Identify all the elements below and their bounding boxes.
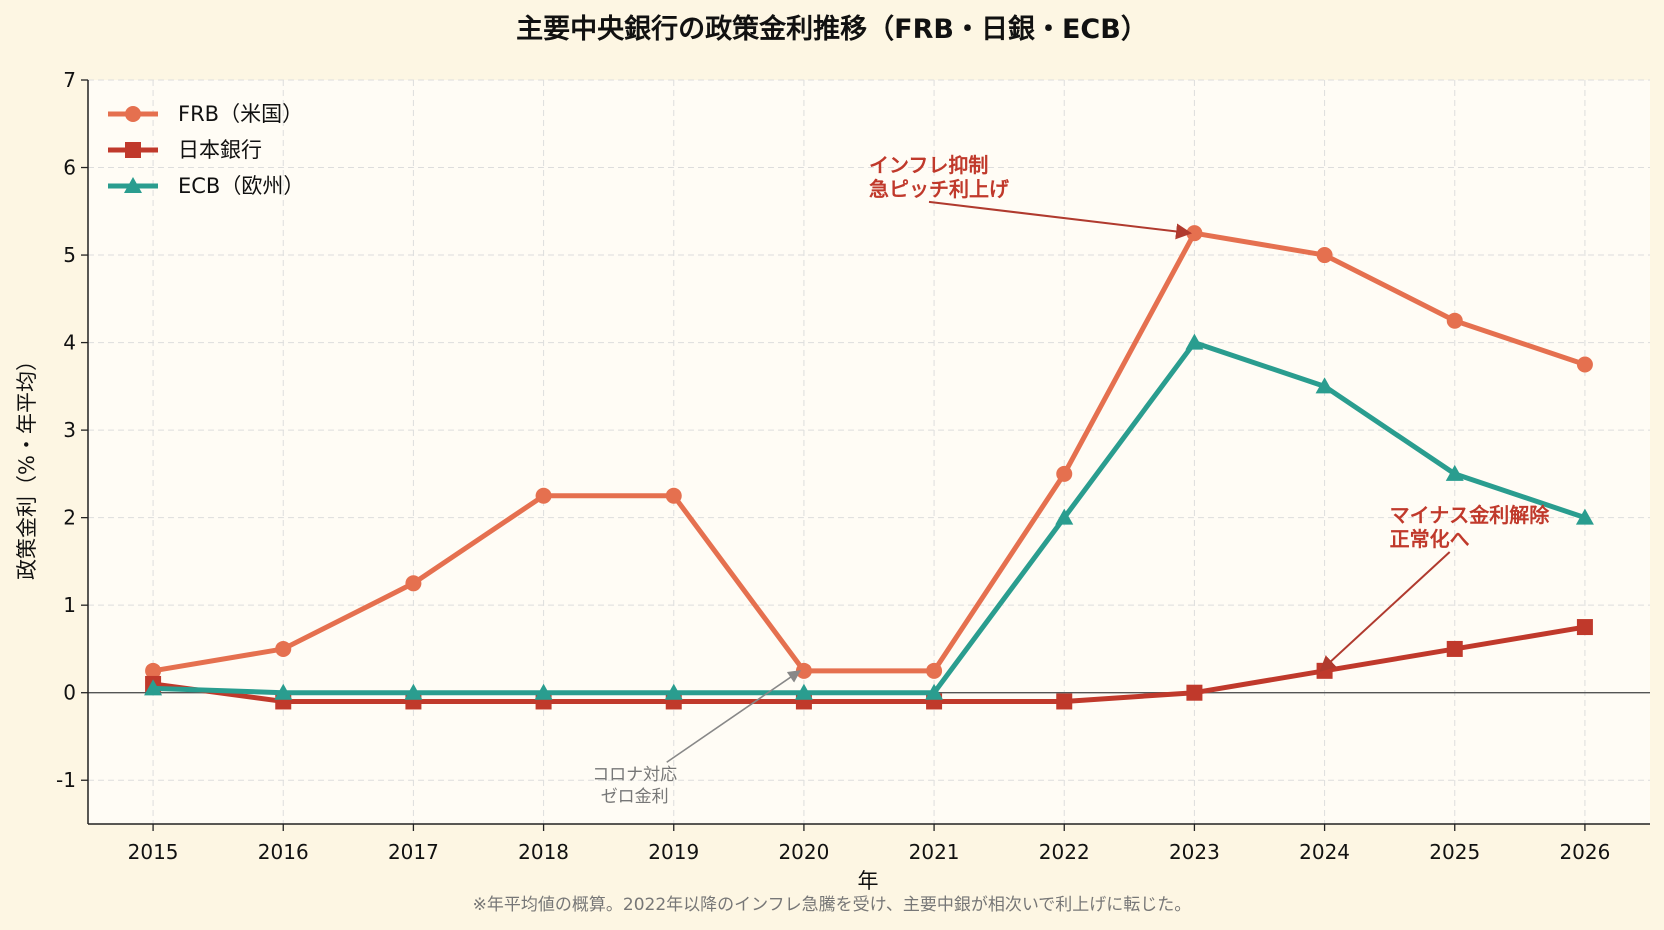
legend-item: FRB（米国） xyxy=(108,102,303,126)
data-point xyxy=(1576,356,1593,373)
data-point xyxy=(794,683,813,700)
y-tick-label: 0 xyxy=(63,681,76,705)
annotation-arrow xyxy=(666,670,801,763)
data-point xyxy=(405,575,422,592)
x-tick-label: 2025 xyxy=(1429,840,1480,864)
x-tick-label: 2019 xyxy=(648,840,699,864)
data-point xyxy=(1056,465,1073,482)
y-tick-label: -1 xyxy=(56,768,76,792)
data-point xyxy=(925,683,944,700)
data-point xyxy=(1316,662,1333,679)
data-point xyxy=(926,662,943,679)
data-point xyxy=(144,679,163,696)
data-point xyxy=(1185,333,1204,350)
x-tick-label: 2017 xyxy=(388,840,439,864)
x-tick-label: 2024 xyxy=(1299,840,1350,864)
y-tick-label: 6 xyxy=(63,156,76,180)
annotation-line: ゼロ金利 xyxy=(601,787,669,807)
y-tick-label: 2 xyxy=(63,506,76,530)
annotation-line: コロナ対応 xyxy=(592,765,677,785)
series-line xyxy=(150,340,1588,696)
data-point xyxy=(1186,684,1203,701)
x-tick-label: 2021 xyxy=(909,840,960,864)
legend-marker xyxy=(125,106,141,122)
data-point xyxy=(1315,377,1334,394)
annotation-text: インフレ抑制急ピッチ利上げ xyxy=(869,153,1010,201)
data-point xyxy=(1575,508,1594,525)
data-point xyxy=(275,640,292,657)
y-tick-label: 7 xyxy=(63,68,76,92)
y-axis-label: 政策金利（%・年平均） xyxy=(15,350,39,580)
data-point xyxy=(404,683,423,700)
annotation-line: 急ピッチ利上げ xyxy=(869,177,1010,201)
annotation-line: 正常化へ xyxy=(1390,527,1470,551)
legend-marker xyxy=(125,142,141,158)
data-point xyxy=(1576,619,1593,636)
annotation-arrow xyxy=(1319,551,1451,672)
series-line xyxy=(150,230,1588,674)
data-point xyxy=(1446,312,1463,329)
legend-marker xyxy=(124,177,142,193)
data-point xyxy=(1056,693,1073,710)
chart-title: 主要中央銀行の政策金利推移（FRB・日銀・ECB） xyxy=(516,13,1148,45)
series-line xyxy=(150,624,1588,704)
annotation-arrow xyxy=(928,200,1193,240)
legend-label: 日本銀行 xyxy=(178,138,262,162)
data-series xyxy=(144,225,1594,710)
x-tick-label: 2015 xyxy=(128,840,179,864)
data-point xyxy=(795,662,812,679)
data-point xyxy=(145,662,162,679)
footnote: ※年平均値の概算。2022年以降のインフレ急騰を受け、主要中銀が相次いで利上げに… xyxy=(473,895,1192,915)
axes: -1 0 1 2 3 4 5 6 7 2015 2016 2017 2018 2019 2020 2021 20… xyxy=(56,68,1650,864)
y-tick-label: 4 xyxy=(63,331,76,355)
data-point xyxy=(1445,464,1464,481)
data-point xyxy=(664,683,683,700)
data-point xyxy=(665,487,682,504)
x-tick-label: 2016 xyxy=(258,840,309,864)
y-tick-label: 5 xyxy=(63,243,76,267)
annotation-text: マイナス金利解除正常化へ xyxy=(1390,503,1551,551)
y-tick-label: 1 xyxy=(63,593,76,617)
x-tick-label: 2020 xyxy=(778,840,829,864)
legend-item: ECB（欧州） xyxy=(108,174,304,198)
annotation-text: コロナ対応ゼロ金利 xyxy=(592,765,677,807)
legend-label: FRB（米国） xyxy=(178,102,303,126)
annotation-line: インフレ抑制 xyxy=(869,153,988,177)
legend: FRB（米国） 日本銀行 ECB（欧州） xyxy=(108,102,304,198)
data-point xyxy=(534,683,553,700)
data-point xyxy=(274,683,293,700)
data-point xyxy=(1446,640,1463,657)
x-tick-label: 2023 xyxy=(1169,840,1220,864)
series-0 xyxy=(145,225,1593,679)
series-2 xyxy=(144,333,1594,700)
legend-item: 日本銀行 xyxy=(108,138,262,162)
x-tick-label: 2026 xyxy=(1559,840,1610,864)
annotation-line: マイナス金利解除 xyxy=(1390,503,1551,527)
data-point xyxy=(1055,508,1074,525)
x-tick-label: 2022 xyxy=(1039,840,1090,864)
data-point xyxy=(535,487,552,504)
x-tick-label: 2018 xyxy=(518,840,569,864)
series-1 xyxy=(145,619,1593,710)
data-point xyxy=(1316,247,1333,264)
y-tick-label: 3 xyxy=(63,418,76,442)
legend-label: ECB（欧州） xyxy=(178,174,304,198)
x-axis-label: 年 xyxy=(858,869,879,893)
